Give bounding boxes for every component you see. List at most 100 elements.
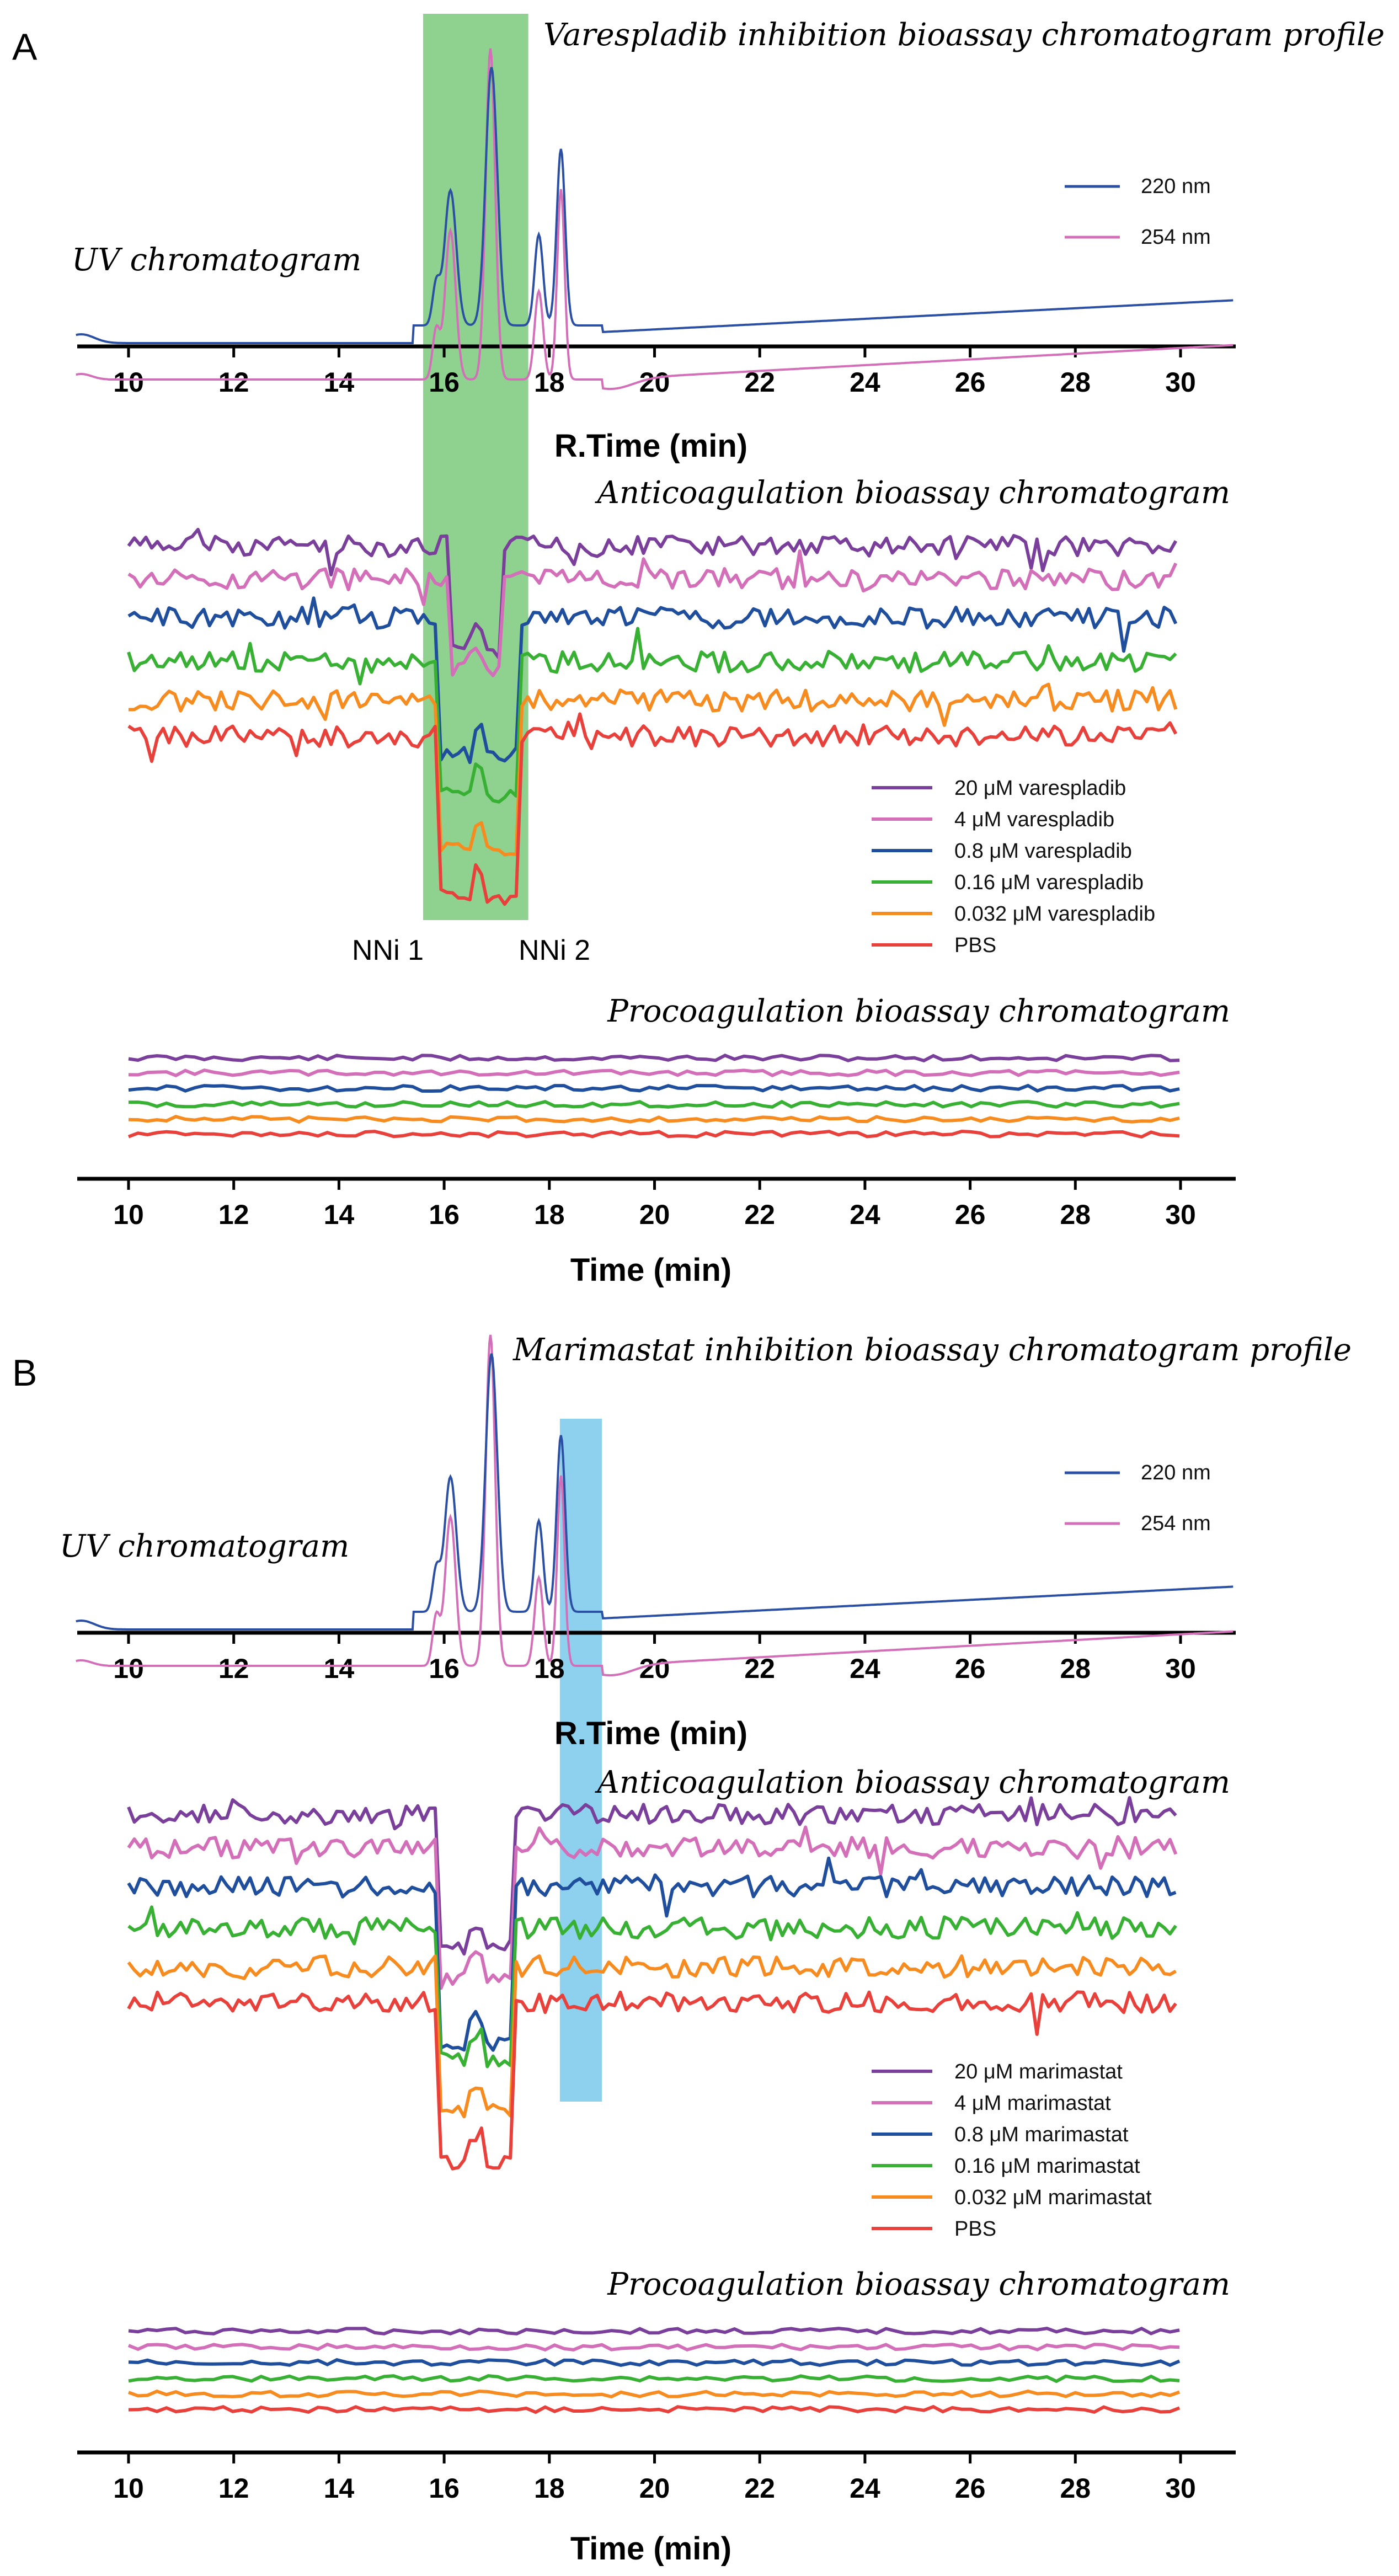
uv-label-b: UV chromatogram [60,1529,349,1564]
legend-label-254nm-b: 254 nm [1141,1512,1211,1535]
pro-chart-b: 10 12 14 16 18 20 22 24 26 28 30 [77,2326,1236,2504]
legend-label-220nm-b: 220 nm [1141,1461,1211,1484]
pro-x-tick-label: 14 [324,1199,355,1230]
anti-series-line [127,1954,1177,2119]
uv-x-tick-label: 14 [324,1653,355,1684]
anti-legend-label: 20 μM marimastat [954,2060,1123,2083]
uv-x-tick-label: 28 [1060,367,1091,398]
series-220nm [76,67,1234,344]
uv-xlabel-b: R.Time (min) [554,1715,747,1751]
anti-legend-label: 0.16 μM varespladib [954,871,1144,894]
pro-x-tick-label: 10 [113,2473,144,2504]
pro-x-tick-label: 16 [429,2473,460,2504]
panel-b-title: Marimastat inhibition bioassay chromatog… [512,1332,1352,1368]
anti-chart-a [127,527,1178,906]
pro-x-tick-label: 14 [324,2473,355,2504]
pro-series-line [127,2389,1181,2399]
pro-series-line [128,2326,1180,2335]
uv-label-a: UV chromatogram [72,242,361,278]
panel-a-title: Varespladib inhibition bioassay chromato… [543,17,1385,53]
uv-x-tick-label: 20 [639,1653,670,1684]
pro-x-tick-label: 12 [218,2473,249,2504]
uv-x-tick-label: 16 [429,367,460,398]
anti-legend-label: PBS [954,934,996,957]
anti-legend-label: 4 μM varespladib [954,808,1114,831]
pro-series-line [128,1115,1180,1124]
legend-label-254nm-a: 254 nm [1141,226,1211,249]
pro-x-tick-label: 24 [850,1199,880,1230]
panel-letter-a: A [12,26,38,68]
anti-legend-label: 0.16 μM marimastat [954,2155,1140,2178]
uv-x-tick-label: 20 [639,367,670,398]
pro-series-line [127,1129,1180,1139]
pro-x-tick-label: 20 [639,1199,670,1230]
pro-x-tick-label: 30 [1165,1199,1196,1230]
pro-x-tick-label: 22 [744,2473,775,2504]
anti-legend-label: 20 μM varespladib [954,777,1126,800]
anti-series-line [127,549,1178,677]
pro-series-line [128,2404,1181,2414]
pro-x-tick-label: 16 [429,1199,460,1230]
anti-series-line [127,627,1177,804]
anti-legend-b: 20 μM marimastat 4 μM marimastat 0.8 μM ma… [872,2060,1152,2241]
pro-series-line [128,1099,1180,1109]
uv-x-tick-label: 30 [1165,367,1196,398]
anti-title-a: Anticoagulation bioassay chromatogram [595,475,1230,511]
pro-series-line [128,1053,1180,1063]
anti-series-line [127,1856,1177,2052]
anti-chart-b [127,1796,1178,2171]
panel-letter-b: B [12,1352,37,1394]
pro-x-tick-label: 10 [113,1199,144,1230]
series-254nm [76,48,1234,391]
anti-legend-label: 0.8 μM varespladib [954,840,1132,863]
pro-x-tick-label: 22 [744,1199,775,1230]
pro-x-tick-label: 28 [1060,2473,1091,2504]
uv-x-tick-label: 18 [534,367,565,398]
uv-x-tick-label: 10 [113,1653,144,1684]
pro-xlabel-b: Time (min) [570,2531,731,2567]
uv-x-tick-label: 12 [218,367,249,398]
pro-xlabel-a: Time (min) [570,1252,731,1288]
pro-series-line [128,1068,1180,1078]
uv-x-tick-label: 14 [324,367,355,398]
panel-b: B Marimastat inhibition bioassay chromat… [12,1332,1352,2567]
anti-legend-label: 0.8 μM marimastat [954,2123,1129,2146]
anti-legend-label: 4 μM marimastat [954,2092,1111,2115]
uv-chart-a: 10 12 14 16 18 20 22 24 26 28 30 [76,48,1236,398]
uv-x-tick-label: 28 [1060,1653,1091,1684]
series-254nm [76,1334,1234,1677]
anti-series-line [127,596,1178,765]
pro-x-tick-label: 28 [1060,1199,1091,1230]
uv-chart-b: 10 12 14 16 18 20 22 24 26 28 30 [76,1334,1236,1684]
pro-x-tick-label: 26 [955,1199,986,1230]
panel-a: A Varespladib inhibition bioassay chroma… [12,14,1385,1288]
pro-x-tick-label: 20 [639,2473,670,2504]
uv-x-tick-label: 16 [429,1653,460,1684]
uv-x-tick-label: 10 [113,367,144,398]
uv-x-tick-label: 18 [534,1653,565,1684]
pro-x-tick-label: 12 [218,1199,249,1230]
annotation-nni2: NNi 2 [519,934,590,966]
pro-series-line [128,2358,1181,2367]
anti-series-line [128,682,1178,857]
uv-x-tick-label: 30 [1165,1653,1196,1684]
pro-x-tick-label: 30 [1165,2473,1196,2504]
pro-x-tick-label: 24 [850,2473,880,2504]
anti-series-line [127,712,1178,906]
pro-series-line [128,2374,1180,2383]
anti-legend-label: 0.032 μM varespladib [954,902,1155,926]
uv-x-tick-label: 26 [955,367,986,398]
pro-x-tick-label: 18 [534,2473,565,2504]
legend-label-220nm-a: 220 nm [1141,175,1211,198]
pro-chart-a: 10 12 14 16 18 20 22 24 26 28 30 [77,1053,1236,1230]
anti-series-line [127,1796,1177,1956]
anti-title-b: Anticoagulation bioassay chromatogram [595,1765,1230,1800]
uv-xlabel-a: R.Time (min) [554,428,747,464]
anti-series-line [127,1905,1177,2069]
uv-x-tick-label: 24 [850,1653,880,1684]
series-220nm [76,1353,1234,1631]
anti-legend-label: 0.032 μM marimastat [954,2186,1152,2209]
pro-x-tick-label: 18 [534,1199,565,1230]
pro-title-b: Procoagulation bioassay chromatogram [607,2267,1230,2302]
anti-legend-label: PBS [954,2217,996,2241]
